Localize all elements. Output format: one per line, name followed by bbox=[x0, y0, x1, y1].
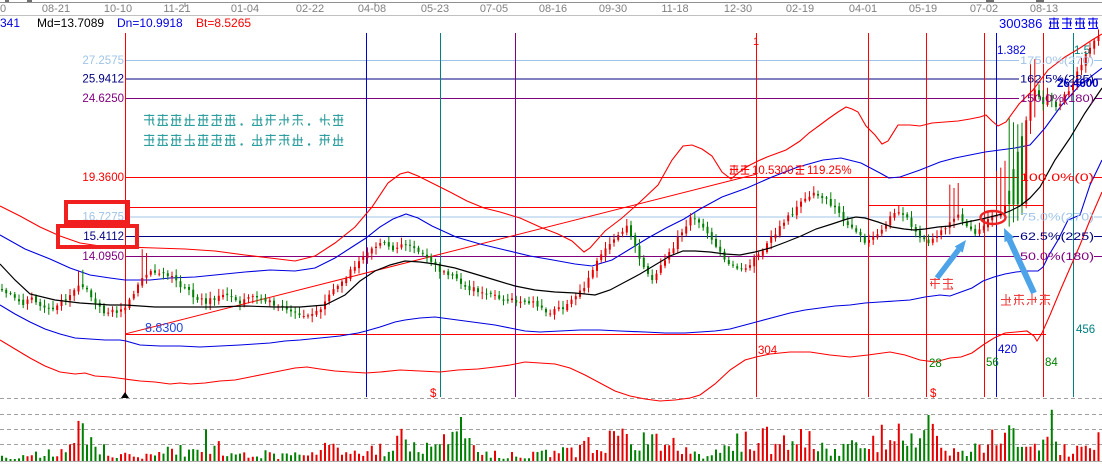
svg-text:341: 341 bbox=[0, 16, 20, 30]
svg-text:15.4112: 15.4112 bbox=[83, 231, 124, 243]
svg-text:26.4600: 26.4600 bbox=[1057, 78, 1099, 90]
svg-text:25.9412: 25.9412 bbox=[82, 74, 124, 86]
svg-text:420: 420 bbox=[998, 344, 1017, 356]
svg-text:456: 456 bbox=[1076, 324, 1095, 336]
svg-text:1.382: 1.382 bbox=[997, 45, 1026, 57]
svg-text:50.0%(180): 50.0%(180) bbox=[1020, 251, 1094, 263]
svg-text:8.8300: 8.8300 bbox=[145, 321, 183, 335]
svg-text:Md=13.7089: Md=13.7089 bbox=[37, 16, 104, 30]
svg-text:100.0%(0): 100.0%(0) bbox=[1020, 172, 1094, 184]
svg-text:$: $ bbox=[930, 388, 937, 400]
svg-text:01-04: 01-04 bbox=[231, 3, 259, 15]
svg-text:$: $ bbox=[430, 388, 437, 400]
svg-text:84: 84 bbox=[1045, 357, 1058, 369]
svg-text:0: 0 bbox=[0, 3, 6, 15]
svg-text:11-18: 11-18 bbox=[661, 3, 688, 15]
svg-text:04-01: 04-01 bbox=[849, 3, 877, 15]
svg-text:04-08: 04-08 bbox=[358, 3, 386, 15]
svg-text:Bt=8.5265: Bt=8.5265 bbox=[196, 16, 251, 30]
svg-text:14.0950: 14.0950 bbox=[82, 251, 124, 263]
svg-text:08-13: 08-13 bbox=[1030, 3, 1058, 15]
svg-text:56: 56 bbox=[986, 357, 999, 369]
svg-text:10.5300: 10.5300 bbox=[752, 165, 794, 177]
svg-text:175.0%(270): 175.0%(270) bbox=[1020, 55, 1094, 67]
svg-text:08-16: 08-16 bbox=[539, 3, 567, 15]
svg-text:Dn=10.9918: Dn=10.9918 bbox=[117, 16, 183, 30]
svg-text:1: 1 bbox=[753, 36, 759, 48]
svg-text:02-22: 02-22 bbox=[296, 3, 324, 15]
svg-text:150.0%(180): 150.0%(180) bbox=[1020, 93, 1094, 105]
svg-text:24.6250: 24.6250 bbox=[82, 93, 124, 105]
svg-text:304: 304 bbox=[758, 345, 778, 357]
svg-text:05-23: 05-23 bbox=[421, 3, 449, 15]
svg-text:62.5%(225): 62.5%(225) bbox=[1020, 231, 1094, 243]
svg-text:300386: 300386 bbox=[999, 16, 1042, 31]
svg-text:119.25%: 119.25% bbox=[807, 165, 852, 177]
svg-text:02-19: 02-19 bbox=[786, 3, 814, 15]
svg-text:75.0%(270): 75.0%(270) bbox=[1020, 212, 1094, 224]
svg-text:11-21: 11-21 bbox=[163, 3, 190, 15]
svg-text:07-02: 07-02 bbox=[970, 3, 998, 15]
svg-text:162.5%(225): 162.5%(225) bbox=[1020, 74, 1094, 86]
svg-text:08-21: 08-21 bbox=[42, 3, 70, 15]
svg-text:05-19: 05-19 bbox=[909, 3, 937, 15]
svg-text:12-30: 12-30 bbox=[724, 3, 752, 15]
svg-text:28: 28 bbox=[929, 358, 942, 370]
svg-text:07-05: 07-05 bbox=[480, 3, 508, 15]
svg-text:10-10: 10-10 bbox=[104, 3, 132, 15]
svg-text:09-30: 09-30 bbox=[599, 3, 627, 15]
svg-text:19.3600: 19.3600 bbox=[82, 172, 124, 184]
svg-text:1.5: 1.5 bbox=[1074, 45, 1090, 57]
svg-text:27.2575: 27.2575 bbox=[82, 55, 124, 67]
